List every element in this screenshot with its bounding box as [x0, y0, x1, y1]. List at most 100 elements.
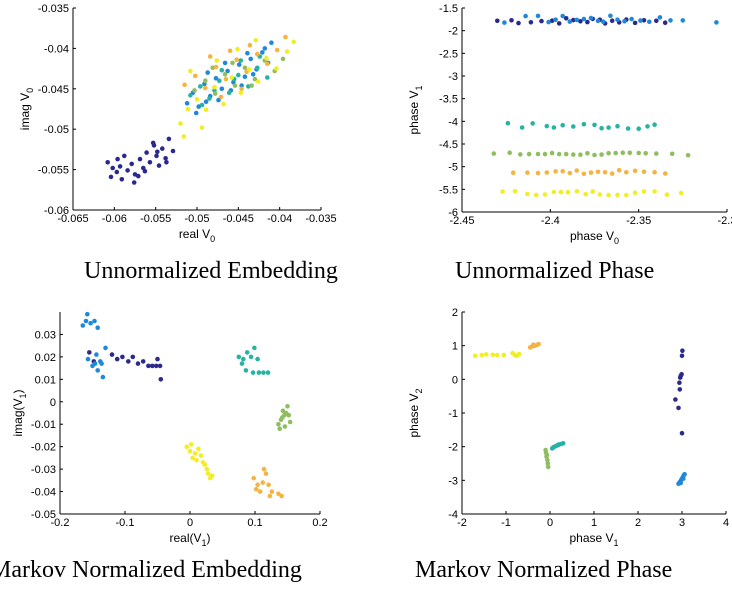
data-point	[242, 65, 248, 71]
data-point	[606, 192, 611, 198]
panel-3: -0.2 -0.1 0 0.1 0.2 -0.05 -0.04 -0.03 -0.02 -0.01…	[11, 311, 328, 548]
data-point	[204, 466, 210, 472]
data-point	[664, 192, 670, 197]
y-tick-label: -4	[448, 509, 458, 521]
data-point	[624, 170, 629, 175]
data-point	[170, 148, 176, 154]
data-point	[571, 17, 576, 23]
data-point	[239, 83, 244, 88]
data-point	[280, 56, 286, 62]
data-point	[677, 380, 682, 386]
data-point	[207, 96, 212, 101]
y-tick-label: -3	[448, 475, 458, 487]
x-tick-label: 0	[187, 517, 193, 529]
data-point	[276, 421, 281, 427]
data-point	[235, 46, 240, 52]
data-point	[194, 97, 200, 102]
y-tick-label: -0.055	[38, 165, 69, 177]
y-tick-label: -0.04	[31, 487, 56, 499]
x-tick-label: -2.45	[449, 215, 474, 227]
data-point	[643, 151, 648, 156]
data-point	[609, 171, 615, 176]
data-point	[624, 192, 629, 198]
data-point	[209, 473, 215, 479]
data-point	[516, 20, 521, 26]
panel-2: -2.45 -2.4 -2.35 -2.3 -6 -5.5 -5 -4.5 -4 -3.5 -3 -2…	[407, 3, 732, 246]
data-point	[238, 58, 244, 63]
data-point	[282, 424, 288, 429]
data-point	[597, 192, 603, 197]
data-point	[135, 361, 141, 366]
data-point	[166, 136, 172, 142]
data-point	[265, 61, 270, 67]
data-point	[114, 169, 120, 175]
y-tick-label: 2	[452, 307, 458, 319]
y-tick-label: -0.01	[31, 419, 56, 431]
data-point	[253, 487, 259, 492]
data-point	[287, 419, 293, 425]
data-point	[157, 363, 163, 369]
data-point	[546, 19, 551, 25]
data-point	[230, 60, 235, 66]
data-point	[238, 90, 244, 96]
data-point	[160, 146, 165, 151]
data-point	[199, 102, 205, 108]
data-point	[252, 345, 257, 351]
data-point	[151, 143, 157, 148]
data-point	[92, 318, 97, 324]
data-point	[536, 341, 541, 347]
x-tick-label: 4	[723, 517, 729, 529]
data-point	[505, 120, 511, 126]
data-point	[479, 352, 485, 358]
data-point	[652, 122, 657, 127]
y-tick-label: -0.02	[31, 442, 56, 454]
data-point	[539, 18, 544, 24]
data-point	[255, 482, 260, 488]
data-point	[636, 150, 641, 156]
data-point	[87, 350, 92, 355]
data-point	[188, 68, 193, 74]
data-point	[269, 489, 275, 494]
data-point	[265, 370, 271, 375]
data-point	[601, 19, 606, 25]
data-point	[239, 86, 244, 92]
x-axis-label: phase V0	[570, 229, 619, 246]
data-point	[261, 466, 267, 472]
data-point	[606, 150, 611, 156]
data-point	[144, 150, 149, 155]
data-point	[581, 121, 587, 127]
data-point	[203, 99, 209, 104]
data-point	[285, 404, 290, 409]
data-point	[615, 192, 620, 198]
data-point	[234, 57, 239, 62]
data-point	[535, 13, 541, 19]
data-point	[229, 75, 234, 80]
data-point	[535, 170, 541, 176]
y-tick-label: -4	[448, 116, 458, 128]
data-point	[495, 18, 500, 24]
data-point	[260, 50, 265, 55]
x-tick-label: -0.06	[102, 213, 127, 225]
y-tick-label: -5.5	[439, 184, 458, 196]
data-point	[574, 168, 580, 173]
data-point	[236, 354, 242, 360]
caption-markov-normalized-embedding: Markov Normalized Embedding	[0, 557, 302, 583]
data-point	[629, 16, 634, 22]
data-point	[279, 493, 284, 499]
y-axis-label: imag(V1)	[11, 389, 28, 436]
y-axis-label: phase V2	[407, 388, 424, 437]
data-point	[150, 363, 155, 369]
data-point	[105, 160, 110, 165]
data-point	[244, 350, 250, 355]
data-point	[531, 342, 536, 348]
y-tick-label: -4.5	[439, 139, 458, 151]
data-point	[662, 171, 668, 176]
x-tick-label: -2.3	[718, 215, 732, 227]
x-axis-label: phase V1	[569, 531, 618, 548]
data-point	[185, 106, 191, 112]
y-tick-label: -0.03	[31, 464, 56, 476]
data-point	[137, 156, 143, 162]
data-point	[245, 50, 250, 56]
data-point	[490, 352, 496, 358]
